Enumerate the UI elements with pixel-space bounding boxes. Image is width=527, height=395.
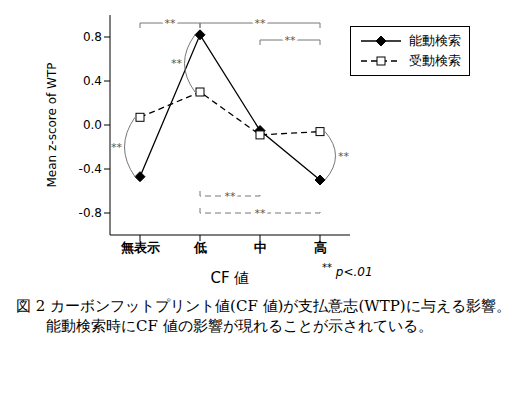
svg-text:低: 低 xyxy=(193,240,207,255)
svg-text:無表示: 無表示 xyxy=(120,240,160,255)
svg-text:中: 中 xyxy=(254,240,267,255)
svg-text:**: ** xyxy=(255,17,267,30)
html-text:図 2 カーボンフットプリント値(CF 値)が支払意志(WT: 図 2 カーボンフットプリント値(CF 値)が支払意志(WTP)に与える影響。 xyxy=(16,297,511,315)
svg-text:0.0: 0.0 xyxy=(83,118,102,132)
html-text:** p<.01: ** p<.01 xyxy=(322,262,373,279)
svg-text:**: ** xyxy=(111,141,123,154)
html-text:能動検索: 能動検索 xyxy=(409,33,461,48)
svg-text:**: ** xyxy=(165,17,177,30)
svg-text:0.8: 0.8 xyxy=(83,30,102,44)
svg-text:-0.8: -0.8 xyxy=(79,206,102,220)
svg-text:**: ** xyxy=(285,34,297,47)
svg-text:0.4: 0.4 xyxy=(83,74,102,88)
svg-text:CF 値: CF 値 xyxy=(211,269,250,285)
svg-text:Mean z-score of WTP: Mean z-score of WTP xyxy=(45,62,59,187)
svg-text:**: ** xyxy=(338,150,350,163)
svg-text:高: 高 xyxy=(314,240,327,255)
svg-text:**: ** xyxy=(225,190,237,203)
html-text:能動検索時にCF 値の影響が現れることが示されている。: 能動検索時にCF 値の影響が現れることが示されている。 xyxy=(46,317,433,335)
html-text:受動検索: 受動検索 xyxy=(409,53,461,68)
svg-text:-0.4: -0.4 xyxy=(79,162,102,176)
svg-text:**: ** xyxy=(171,57,183,70)
svg-text:**: ** xyxy=(255,207,267,220)
